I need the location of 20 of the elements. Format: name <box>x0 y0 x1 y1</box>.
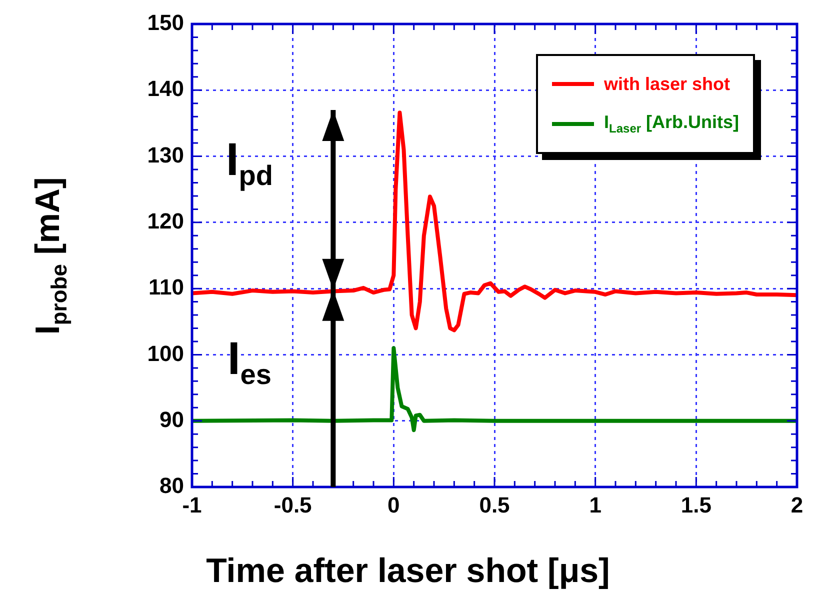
y-tick-label: 130 <box>147 142 184 168</box>
annotation: I$_{pd}$ <box>226 132 273 192</box>
x-tick-label: 2 <box>790 492 804 518</box>
y-tick-label: 80 <box>160 473 184 498</box>
x-tick-label: 0.5 <box>479 492 510 518</box>
y-tick-label: 90 <box>160 406 184 432</box>
x-tick-label: -1 <box>182 492 202 518</box>
x-tick-label: -0.5 <box>274 492 312 518</box>
annotation: I$_{es}$ <box>227 332 272 390</box>
x-tick-label: 1.5 <box>680 492 712 518</box>
y-tick-label: 120 <box>147 208 184 234</box>
legend-label: I$_{Laser}$ [Arb.Units] <box>604 112 740 136</box>
x-tick-label: 1 <box>589 492 602 518</box>
y-tick-label: 150 <box>147 10 184 36</box>
y-tick-label: 100 <box>147 340 184 366</box>
y-tick-label: 110 <box>148 274 184 300</box>
x-tick-label: 0 <box>388 492 400 518</box>
y-tick-label: 140 <box>147 76 184 102</box>
legend-label: with laser shot <box>604 74 730 94</box>
x-axis-title: Time after laser shot [μs] <box>205 552 611 591</box>
